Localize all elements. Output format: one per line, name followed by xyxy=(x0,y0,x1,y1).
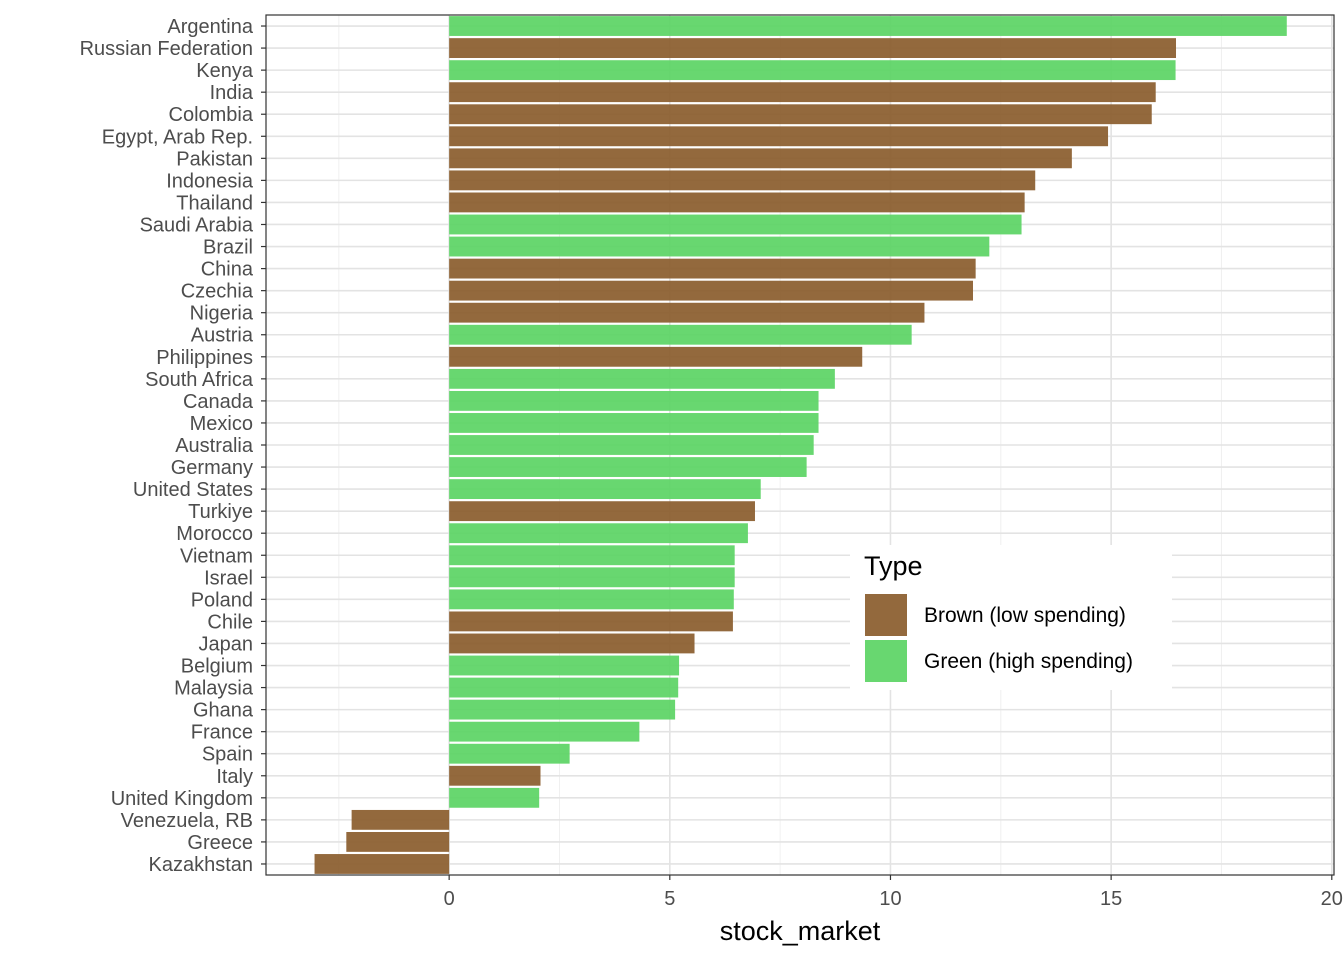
bar-united-kingdom xyxy=(449,787,540,808)
y-tick-label: United Kingdom xyxy=(111,788,253,810)
bar-chile xyxy=(449,611,733,632)
bar-united-states xyxy=(449,479,761,500)
y-tick-label: Malaysia xyxy=(174,678,254,700)
bar-egypt-arab-rep xyxy=(449,126,1109,147)
y-tick-label: Austria xyxy=(191,325,254,347)
y-tick-label: Pakistan xyxy=(176,148,253,170)
bar-greece xyxy=(346,832,450,852)
bar-vietnam xyxy=(449,545,735,566)
y-tick-label: Kazakhstan xyxy=(148,854,253,876)
y-tick-label: South Africa xyxy=(145,369,254,391)
y-tick-label: Chile xyxy=(207,611,253,633)
x-tick-label: 5 xyxy=(664,888,675,910)
y-tick-label: United States xyxy=(133,479,253,501)
legend-items: Brown (low spending) Green (high spending… xyxy=(865,594,1133,682)
bar-india xyxy=(449,82,1156,103)
bar-austria xyxy=(449,324,912,345)
y-tick-label: Colombia xyxy=(169,104,254,126)
y-tick-label: Italy xyxy=(216,766,253,788)
bar-australia xyxy=(449,435,814,455)
bar-belgium xyxy=(449,655,680,676)
x-tick-label: 10 xyxy=(879,888,901,910)
y-tick-label: Canada xyxy=(183,391,254,413)
y-tick-label: Poland xyxy=(191,589,253,611)
y-tick-label: Belgium xyxy=(181,656,253,678)
bar-argentina xyxy=(449,16,1287,36)
y-tick-label: Venezuela, RB xyxy=(121,810,253,832)
bar-colombia xyxy=(449,104,1152,125)
bar-israel xyxy=(449,567,735,588)
bar-japan xyxy=(449,633,695,654)
y-tick-label: Czechia xyxy=(181,281,254,303)
y-tick-label: Russian Federation xyxy=(80,38,253,60)
bar-malaysia xyxy=(449,677,679,698)
y-tick-label: China xyxy=(201,259,254,281)
y-tick-label: Indonesia xyxy=(166,170,254,192)
bar-italy xyxy=(449,765,541,786)
y-tick-label: Philippines xyxy=(156,347,253,369)
y-tick-label: Mexico xyxy=(190,413,253,435)
bar-germany xyxy=(449,457,807,477)
bar-spain xyxy=(449,743,570,764)
y-tick-label: Egypt, Arab Rep. xyxy=(102,126,253,148)
legend-key-swatch xyxy=(865,640,907,682)
bar-nigeria xyxy=(449,302,925,323)
legend-title: Type xyxy=(864,551,923,581)
x-tick-label: 15 xyxy=(1100,888,1122,910)
y-tick-label: France xyxy=(191,722,253,744)
bar-mexico xyxy=(449,413,819,433)
bar-brazil xyxy=(449,236,990,257)
y-tick-label: Saudi Arabia xyxy=(140,214,254,236)
bar-czechia xyxy=(449,280,973,301)
y-tick-label: Thailand xyxy=(176,192,253,214)
x-tick-label: 20 xyxy=(1321,888,1343,910)
bar-thailand xyxy=(449,192,1025,213)
bar-turkiye xyxy=(449,501,755,522)
y-tick-label: Kenya xyxy=(196,60,254,82)
y-tick-label: Australia xyxy=(175,435,254,457)
bar-russian-federation xyxy=(449,38,1177,58)
y-tick-label: Morocco xyxy=(176,523,253,545)
legend-key-label: Brown (low spending) xyxy=(924,604,1126,627)
legend: Type Brown (low spending) Green (high spe… xyxy=(850,545,1172,690)
y-tick-label: Israel xyxy=(204,567,253,589)
y-tick-label: Brazil xyxy=(203,237,253,259)
bar-ghana xyxy=(449,699,676,720)
y-tick-label: Turkiye xyxy=(188,501,253,523)
bar-canada xyxy=(449,390,819,411)
y-tick-label: Nigeria xyxy=(190,303,254,325)
bar-pakistan xyxy=(449,148,1072,169)
bar-kazakhstan xyxy=(314,854,450,874)
bar-venezuela-rb xyxy=(351,809,450,830)
y-tick-label: Vietnam xyxy=(180,545,253,567)
legend-key-label: Green (high spending) xyxy=(924,650,1133,673)
bar-indonesia xyxy=(449,170,1036,191)
y-tick-label: Argentina xyxy=(167,16,253,38)
bar-kenya xyxy=(449,60,1176,81)
y-tick-label: Spain xyxy=(202,744,253,766)
bar-france xyxy=(449,721,640,742)
bar-south-africa xyxy=(449,368,835,389)
bar-philippines xyxy=(449,346,863,367)
bars-layer xyxy=(314,16,1287,874)
y-tick-label: Greece xyxy=(187,832,253,854)
y-tick-label: Germany xyxy=(171,457,253,479)
bar-china xyxy=(449,258,976,279)
y-tick-label: Japan xyxy=(199,633,254,655)
y-tick-label: Ghana xyxy=(193,700,254,722)
legend-key-swatch xyxy=(865,594,907,636)
bar-poland xyxy=(449,589,734,610)
y-tick-label: India xyxy=(210,82,254,104)
bar-saudi-arabia xyxy=(449,214,1022,235)
bar-morocco xyxy=(449,523,748,544)
x-tick-label: 0 xyxy=(444,888,455,910)
x-axis-title: stock_market xyxy=(720,916,881,946)
